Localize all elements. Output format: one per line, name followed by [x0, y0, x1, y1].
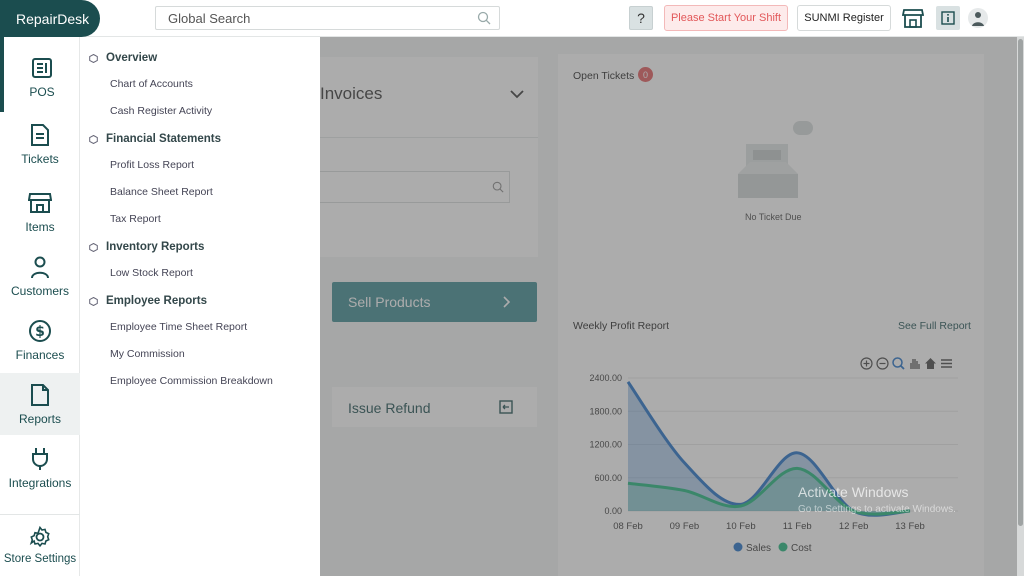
nav-divider	[0, 514, 80, 515]
cube-icon	[89, 134, 98, 144]
watermark-title: Activate Windows	[798, 484, 909, 500]
global-search[interactable]	[155, 6, 500, 30]
store-icon[interactable]	[902, 7, 924, 29]
menu-link-profit-loss-report[interactable]: Profit Loss Report	[110, 159, 195, 171]
menu-heading-overview[interactable]: Overview	[89, 51, 320, 65]
reports-menu: Overview Chart of Accounts Cash Register…	[80, 37, 320, 576]
pos-icon	[32, 58, 52, 78]
cube-icon	[89, 296, 98, 306]
menu-heading-inventory-reports[interactable]: Inventory Reports	[89, 240, 320, 254]
nav-tickets[interactable]: Tickets	[0, 123, 80, 179]
menu-heading-employee-reports[interactable]: Employee Reports	[89, 294, 320, 308]
menu-link-my-commission[interactable]: My Commission	[110, 348, 185, 360]
menu-group-overview: Overview Chart of Accounts Cash Register…	[80, 51, 320, 119]
watermark-subtitle: Go to Settings to activate Windows.	[798, 504, 956, 515]
plug-icon	[32, 448, 48, 470]
menu-group-employee-reports: Employee Reports Employee Time Sheet Rep…	[80, 294, 320, 389]
nav-integrations[interactable]: Integrations	[0, 447, 80, 503]
register-button[interactable]: SUNMI Register	[797, 5, 891, 31]
page-scrollbar[interactable]	[1017, 37, 1024, 576]
menu-group-inventory-reports: Inventory Reports Low Stock Report	[80, 240, 320, 281]
search-icon[interactable]	[477, 11, 491, 25]
cube-icon	[89, 53, 98, 63]
nav-finances[interactable]: $ Finances	[0, 319, 80, 375]
nav-reports[interactable]: Reports	[0, 373, 80, 435]
ticket-icon	[31, 124, 49, 146]
cube-icon	[89, 242, 98, 252]
menu-link-employee-time-sheet-report[interactable]: Employee Time Sheet Report	[110, 321, 248, 333]
dollar-icon: $	[29, 320, 51, 342]
menu-link-low-stock-report[interactable]: Low Stock Report	[110, 267, 193, 279]
store-icon	[28, 193, 52, 213]
menu-heading-financial-statements[interactable]: Financial Statements	[89, 132, 320, 146]
top-bar: RepairDesk ? Please Start Your Shift SUN…	[0, 0, 1024, 37]
nav-customers[interactable]: Customers	[0, 255, 80, 311]
scrollbar-thumb[interactable]	[1018, 39, 1023, 526]
nav-items[interactable]: Items	[0, 191, 80, 247]
brand-logo[interactable]: RepairDesk	[0, 0, 100, 37]
menu-link-employee-commission-breakdown[interactable]: Employee Commission Breakdown	[110, 375, 273, 387]
user-icon	[31, 256, 49, 279]
user-avatar-icon	[972, 12, 984, 26]
search-input[interactable]	[156, 7, 499, 29]
menu-link-balance-sheet-report[interactable]: Balance Sheet Report	[110, 186, 213, 198]
svg-text:$: $	[35, 324, 45, 340]
info-button[interactable]	[936, 6, 960, 30]
avatar[interactable]	[968, 8, 988, 28]
info-icon	[941, 11, 955, 25]
help-button[interactable]: ?	[629, 6, 653, 30]
menu-link-tax-report[interactable]: Tax Report	[110, 213, 161, 225]
menu-link-cash-register-activity[interactable]: Cash Register Activity	[110, 105, 213, 117]
nav-store-settings[interactable]: Store Settings	[0, 526, 80, 574]
left-nav: POS Tickets Items Customers $ Finances R…	[0, 37, 80, 576]
gear-icon	[29, 526, 50, 548]
menu-group-financial-statements: Financial Statements Profit Loss Report …	[80, 132, 320, 227]
nav-pos[interactable]: POS	[0, 37, 80, 112]
file-icon	[31, 384, 49, 406]
start-shift-button[interactable]: Please Start Your Shift	[664, 5, 788, 31]
menu-link-chart-of-accounts[interactable]: Chart of Accounts	[110, 78, 193, 90]
